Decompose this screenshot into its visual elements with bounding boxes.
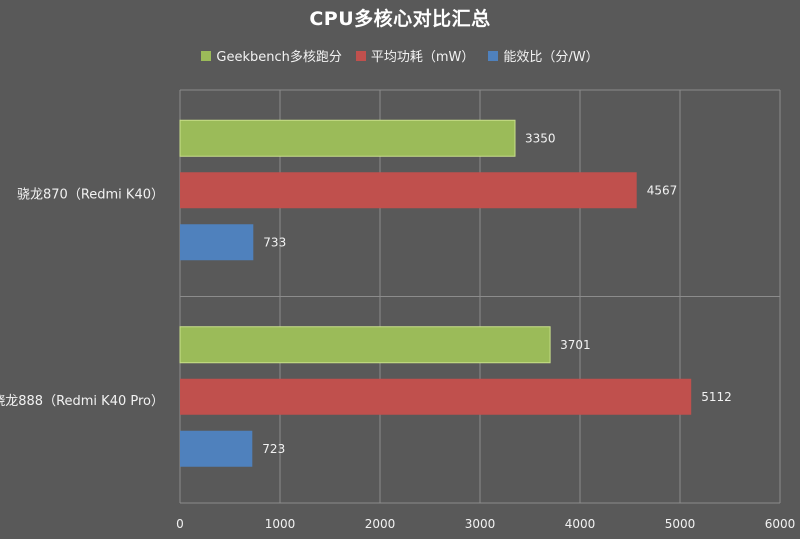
- data-label-1-1: 5112: [701, 390, 732, 404]
- x-tick-label-2000: 2000: [365, 517, 396, 531]
- bar-1-0: [179, 326, 551, 364]
- x-tick-label-5000: 5000: [665, 517, 696, 531]
- legend-swatch-efficiency: [488, 50, 499, 61]
- legend-item-power: 平均功耗（mW）: [355, 46, 475, 65]
- category-label-1: 骁龙888（Redmi K40 Pro）: [0, 394, 164, 409]
- x-tick-label-1000: 1000: [265, 517, 296, 531]
- bar-1-2: [180, 430, 253, 467]
- bar-0-2: [180, 224, 254, 261]
- x-tick-label-6000: 6000: [765, 517, 796, 531]
- chart-title: CPU多核心对比汇总: [309, 8, 491, 30]
- legend-label-geekbench: Geekbench多核跑分: [216, 50, 342, 65]
- legend-label-efficiency: 能效比（分/W）: [503, 50, 599, 65]
- x-tick-label-4000: 4000: [565, 517, 596, 531]
- bar-0-0: [179, 119, 516, 157]
- legend-item-geekbench: Geekbench多核跑分: [201, 46, 342, 65]
- legend-label-power: 平均功耗（mW）: [370, 50, 475, 65]
- category-label-0: 骁龙870（Redmi K40）: [17, 187, 164, 202]
- legend-item-efficiency: 能效比（分/W）: [488, 46, 599, 65]
- data-label-0-2: 733: [263, 235, 286, 249]
- data-label-0-1: 4567: [647, 183, 678, 197]
- x-tick-label-3000: 3000: [465, 517, 496, 531]
- legend-swatch-geekbench: [201, 50, 212, 61]
- legend-swatch-power: [355, 50, 366, 61]
- bar-0-1: [180, 172, 637, 209]
- data-label-1-2: 723: [262, 442, 285, 456]
- x-tick-label-0: 0: [176, 517, 184, 531]
- bar-1-1: [180, 378, 692, 415]
- legend: Geekbench多核跑分 平均功耗（mW） 能效比（分/W）: [0, 46, 800, 65]
- data-label-0-0: 3350: [525, 131, 556, 145]
- data-label-1-0: 3701: [560, 338, 591, 352]
